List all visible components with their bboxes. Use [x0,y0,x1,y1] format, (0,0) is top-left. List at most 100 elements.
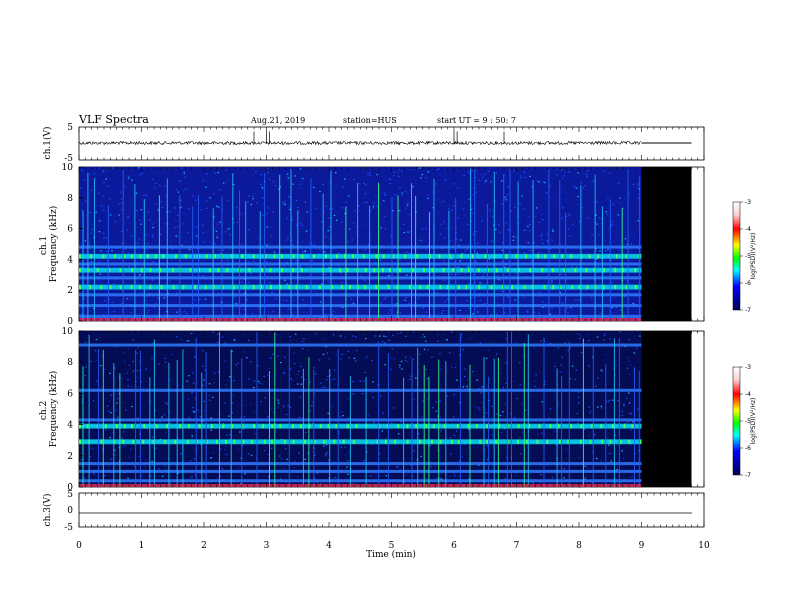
ch2-spectrogram-noise [409,378,411,380]
ch1-spectrogram-noise [488,170,490,172]
ch1-spectrogram-noise [226,199,228,201]
ch1-spectrogram-noise [447,207,450,209]
ch1-spectrogram-noise [393,175,395,177]
x-tick-label: 7 [514,541,520,551]
ch2-spectrogram-noise [277,355,279,357]
ch2-spectrogram-noise [412,331,415,334]
ch1-spectrogram-noise [454,249,456,251]
ch2-spectrogram-band [79,343,642,347]
ch1-spectrogram-noise [361,212,364,214]
ch2-spectrogram-band-peak [439,439,442,444]
ch1-spectrogram-noise [449,283,451,285]
ch1-spectrogram-noise [341,221,343,223]
ch1-spectrogram-noise [552,230,554,232]
ch2-spectrogram-band-peak [164,439,167,444]
ch1-spectrogram-noise [484,181,486,183]
ch2-spectrogram-noise [458,340,460,342]
ch1-spectrogram-noise [432,207,435,209]
ch1-spectrogram-noise [570,266,573,269]
ch1-spectrogram-noise [496,302,499,304]
ch1-spectrogram-noise [365,184,367,186]
ch1-spectrogram-noise [176,292,178,294]
ch2-spectrogram-band-peak [233,439,236,444]
ch1-spectrogram-noise [367,173,369,175]
ch1-spectrogram-noise [504,312,506,314]
ch2-spectrogram-noise [90,360,92,363]
ch2-spectrogram-noise [466,387,469,389]
ch1-spectrogram-band-peak [226,268,229,273]
ch1-spectrogram-noise [550,279,553,281]
ch2-spectrogram-noise [96,380,98,382]
ch1-spectrogram-noise [291,239,293,241]
ch2-spectrogram-noise [486,445,489,447]
ch1-spectrogram-noise [329,237,332,240]
ch2-spectrogram-band-peak [425,424,428,429]
ch1-spectrogram-noise [234,296,236,298]
ch2-spectrogram-band-peak [591,424,594,429]
ch2-spectrogram-noise [347,460,349,462]
ch1-spectrogram-noise [140,209,143,211]
ch1-spectrogram-band-peak [634,268,637,273]
ch1-spectrogram-noise [348,228,351,230]
ch1-spectrogram-noise [439,174,441,176]
ch1-spectrogram-noise [363,201,366,204]
ch2-spectrogram-noise [525,409,527,411]
ch1-spectrogram-noise [150,284,152,286]
ch1-spectrogram-noise [335,219,338,221]
ch2-spectrogram-noise [420,455,422,457]
ch2-spectrogram-noise [325,346,327,348]
ch2-spectrogram-noise [420,336,423,338]
ch1-spectrogram-noise [542,301,544,303]
ch1-spectrogram-noise [637,184,639,186]
ch1-spectrogram-noise [406,204,409,206]
ch2-spectrogram-noise [392,334,394,336]
ch1-spectrogram-noise [339,301,341,303]
ch1-spectrogram-noise [399,187,401,189]
ch1-spectrogram-noise [145,234,148,236]
ch2-spectrogram-noise [624,423,626,425]
ch1-spectrogram-noise [292,183,294,185]
ch2-spectrogram-noise [401,368,403,370]
ch2-spectrogram-noise [353,357,356,359]
ch2-spectrogram-noise [391,422,393,424]
ch2-spectrogram-noise [375,473,377,476]
ch1-spectrogram-noise [582,187,585,189]
ch2-spectrogram-band-peak [215,439,218,444]
ch1-spectrogram-noise [202,275,205,277]
ch1-spectrogram-noise [102,195,105,197]
ch1-spectrogram-noise [462,208,464,210]
ch2-spectrogram-noise [394,443,397,445]
ch2-spectrogram-noise [133,465,136,467]
ch1-spectrogram-noise [512,203,515,205]
ch2-spectrogram-noise [354,360,357,362]
ch2-spectrogram-noise [210,457,212,459]
ch2-spectrogram-noise [365,356,368,358]
ch1-spectrogram-noise [620,202,622,204]
ch1-spectrogram-band-peak [523,285,526,290]
ch2-spectrogram-noise [381,430,384,432]
ch2-spectrogram-noise [468,478,470,480]
ch1-spectrogram-noise [445,227,447,230]
ch2-spectrogram-band-peak [143,424,146,429]
ch2-spectrogram-noise [537,433,539,435]
ch2-spectrogram-band-peak [386,424,389,429]
ch1-spectrogram-band-peak [593,268,596,273]
ch2-spectrogram-noise [231,412,234,414]
ch2-spectrogram-noise [298,452,300,454]
ch1-spectrogram-noise [521,195,523,197]
x-tick-label: 10 [698,541,710,551]
ch2-spectrogram-noise [260,401,262,403]
ch1-spectrogram-background [79,167,642,321]
ch2-spectrogram-noise [379,335,381,337]
ch1-spectrogram-noise [315,207,317,209]
ch1-spectrogram-noise [354,210,356,212]
ch2-spectrogram-noise [81,465,84,467]
ch1-spectrogram-band-peak [140,268,143,273]
ch1-spectrogram-noise [427,197,429,199]
ch2-spectrogram-noise [297,373,299,375]
ch2-spectrogram-noise [224,360,226,362]
ch1-spectrogram-noise [190,202,192,204]
ch1-spectrogram-noise [438,168,440,170]
ch1-spectrogram-noise [507,229,510,231]
